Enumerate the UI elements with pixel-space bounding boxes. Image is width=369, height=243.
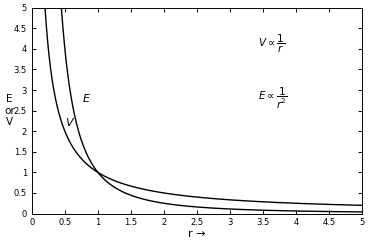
Text: $V \propto \dfrac{1}{r}$: $V \propto \dfrac{1}{r}$: [258, 32, 285, 55]
Text: V: V: [65, 118, 72, 128]
X-axis label: r →: r →: [188, 229, 206, 239]
Y-axis label: E
or
V: E or V: [4, 94, 15, 127]
Text: E: E: [83, 94, 90, 104]
Text: $E \propto \dfrac{1}{r^2}$: $E \propto \dfrac{1}{r^2}$: [258, 86, 288, 111]
